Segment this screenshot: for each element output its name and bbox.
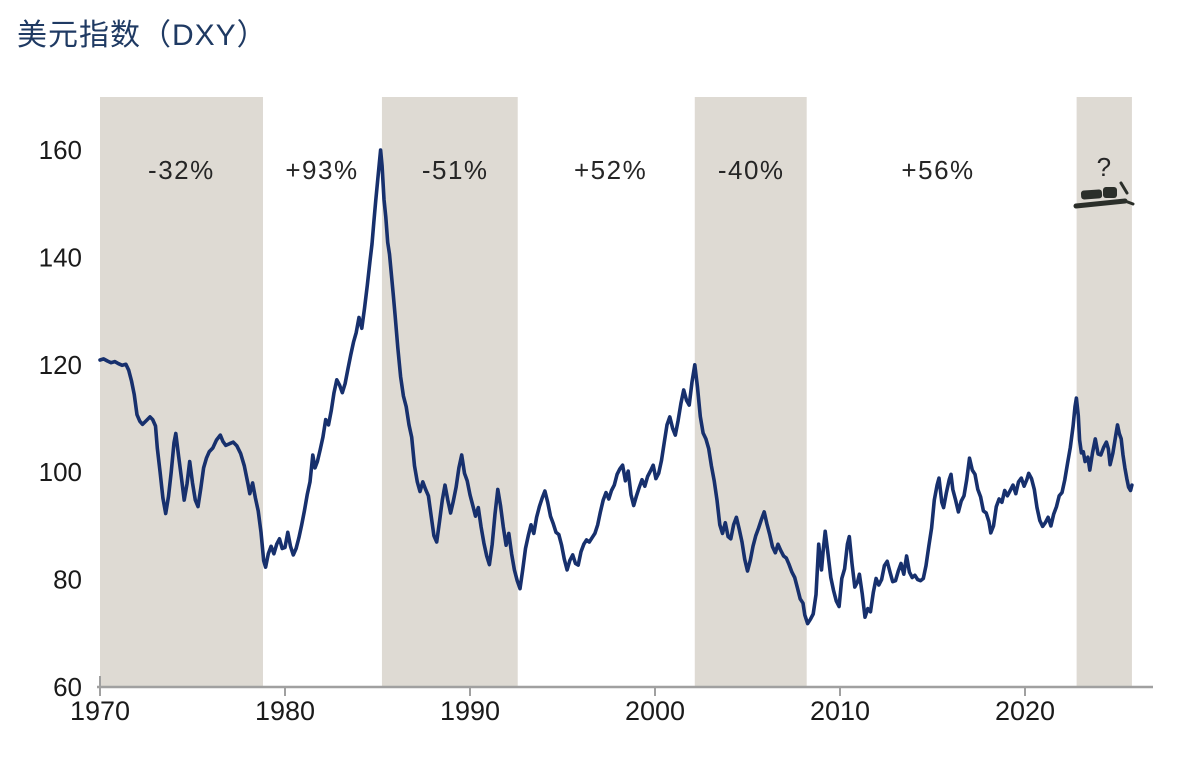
unknown-object-icon [1073,181,1135,209]
unknown-object-icon-part [1119,181,1129,195]
period-change-annotation: ? [1097,152,1113,182]
y-tick-label: 100 [39,457,82,487]
y-tick-label: 140 [39,242,82,272]
period-change-annotation: -51% [422,155,489,185]
period-change-annotation: +93% [285,155,358,185]
shaded-band [100,97,263,687]
unknown-object-icon-part [1073,198,1128,209]
x-tick-label: 1990 [440,696,500,726]
x-tick-label: 1980 [255,696,315,726]
y-tick-label: 160 [39,135,82,165]
page-title: 美元指数（DXY） [17,19,268,52]
period-change-annotation: -32% [148,155,215,185]
unknown-object-icon-part [1103,187,1117,198]
shaded-band [694,97,807,687]
unknown-object-icon-part [1123,199,1135,206]
unknown-object-icon-part [1080,189,1103,200]
y-tick-label: 120 [39,350,82,380]
y-tick-label: 60 [53,672,82,702]
period-change-annotation: +56% [901,155,974,185]
x-tick-label: 2010 [810,696,870,726]
x-tick-label: 1970 [70,696,130,726]
x-tick-label: 2000 [625,696,685,726]
y-tick-label: 80 [53,565,82,595]
period-change-annotation: +52% [574,155,647,185]
dxy-line [98,148,1134,626]
period-change-annotation: -40% [718,155,785,185]
x-tick-label: 2020 [995,696,1055,726]
